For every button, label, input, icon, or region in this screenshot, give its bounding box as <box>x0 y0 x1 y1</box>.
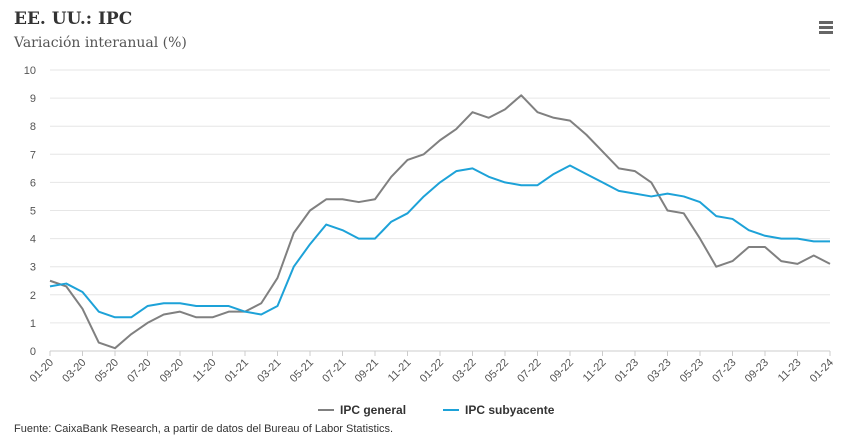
legend-ipc-subyacente-label[interactable]: IPC subyacente <box>465 403 555 417</box>
menu-bar <box>819 26 833 29</box>
x-tick-label: 11-22 <box>581 357 609 385</box>
x-tick-label: 01-22 <box>418 357 446 385</box>
y-tick-label: 6 <box>30 177 36 189</box>
chart-title: EE. UU.: IPC <box>14 9 133 29</box>
series-line-ipc-general <box>49 94 831 350</box>
x-tick-label: 03-21 <box>255 357 283 385</box>
y-tick-label: 3 <box>30 262 36 274</box>
x-tick-label: 07-22 <box>515 357 543 385</box>
x-tick-label: 01-24 <box>808 357 836 385</box>
x-tick-label: 07-21 <box>320 357 348 385</box>
x-tick-label: 09-23 <box>743 357 771 385</box>
y-tick-label: 10 <box>24 65 36 77</box>
x-tick-label: 03-20 <box>60 357 88 385</box>
menu-bar <box>819 31 833 34</box>
x-tick-label: 05-23 <box>678 357 706 385</box>
x-tick-label: 05-21 <box>288 357 316 385</box>
menu-bar <box>819 21 833 24</box>
x-tick-label: 01-21 <box>223 357 251 385</box>
x-tick-label: 05-20 <box>93 357 121 385</box>
y-tick-label: 2 <box>30 290 36 302</box>
y-tick-label: 1 <box>30 318 36 330</box>
x-tick-label: 07-23 <box>710 357 738 385</box>
y-tick-label: 5 <box>30 206 36 218</box>
x-tick-label: 09-20 <box>158 357 186 385</box>
source-note: Fuente: CaixaBank Research, a partir de … <box>14 423 394 435</box>
y-tick-label: 8 <box>30 121 36 133</box>
legend-ipc-general-label[interactable]: IPC general <box>340 403 406 417</box>
y-tick-label: 9 <box>30 93 36 105</box>
x-tick-label: 09-21 <box>353 357 381 385</box>
x-tick-label: 01-23 <box>613 357 641 385</box>
x-tick-label: 09-22 <box>548 357 576 385</box>
x-tick-label: 03-23 <box>645 357 673 385</box>
x-tick-label: 05-22 <box>483 357 511 385</box>
y-tick-label: 0 <box>30 346 36 358</box>
x-tick-label: 01-20 <box>28 357 56 385</box>
series-line-ipc-subyacente <box>49 164 830 319</box>
hamburger-menu-icon[interactable] <box>812 17 840 39</box>
y-tick-label: 7 <box>30 149 36 161</box>
x-tick-label: 11-21 <box>386 357 414 385</box>
x-tick-label: 11-20 <box>191 357 219 385</box>
x-tick-label: 03-22 <box>450 357 478 385</box>
x-tick-label: 11-23 <box>776 357 804 385</box>
chart-subtitle: Variación interanual (%) <box>14 35 187 51</box>
y-tick-label: 4 <box>30 234 36 246</box>
x-tick-label: 07-20 <box>125 357 153 385</box>
